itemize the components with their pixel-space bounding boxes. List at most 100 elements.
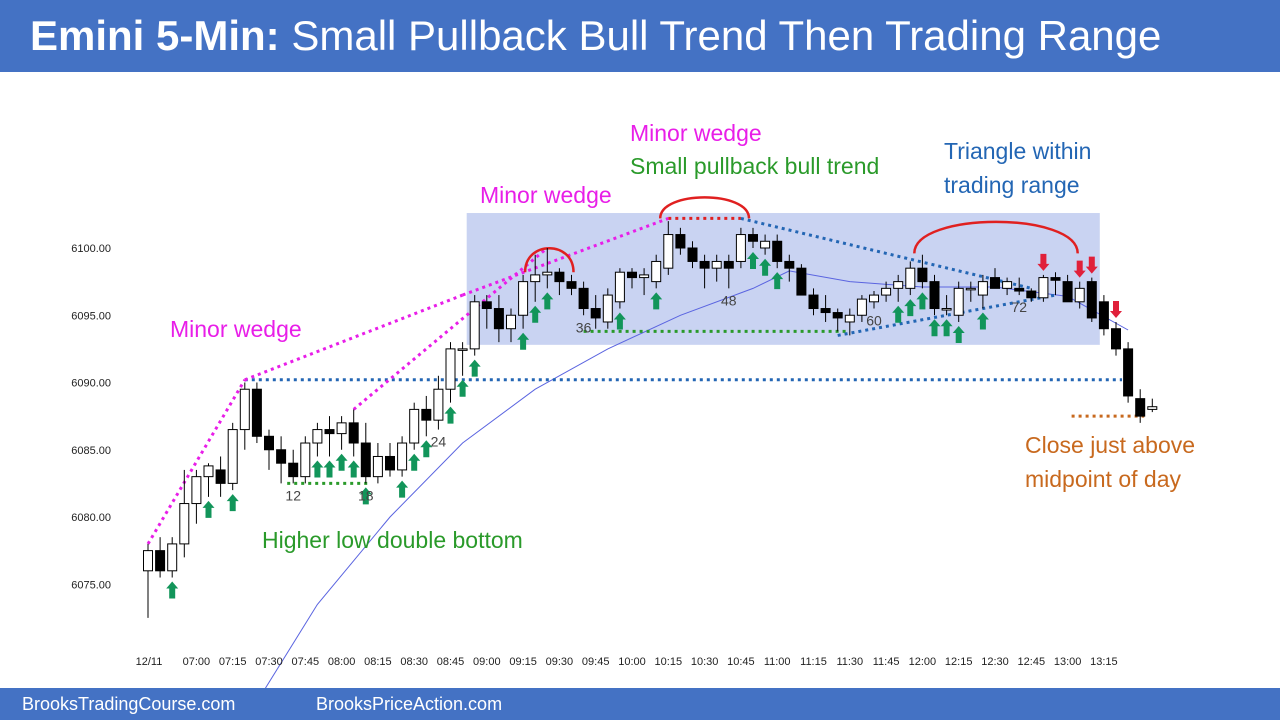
up-arrow-icon-25 bbox=[444, 406, 457, 424]
annotation-lines-layer bbox=[146, 196, 1145, 545]
candle-body-77 bbox=[1074, 287, 1085, 303]
candle-body-17 bbox=[348, 422, 359, 444]
candle-body-7 bbox=[227, 429, 238, 484]
candle-body-79 bbox=[1098, 301, 1109, 330]
footer-link-left[interactable]: BrooksTradingCourse.com bbox=[22, 694, 236, 714]
candle-body-66 bbox=[941, 308, 952, 311]
x-tick-label-7: 08:30 bbox=[400, 656, 428, 668]
candle-body-55 bbox=[808, 294, 819, 310]
candle-body-72 bbox=[1014, 287, 1025, 292]
y-tick-label-5: 6075.00 bbox=[71, 579, 111, 591]
candle-body-12 bbox=[288, 462, 299, 478]
candle-body-4 bbox=[191, 476, 202, 505]
minor-wedge-label-mid: Minor wedge bbox=[480, 182, 612, 208]
bar-number-label-60: 60 bbox=[866, 313, 882, 329]
bar-number-label-24: 24 bbox=[431, 434, 447, 450]
minor-wedge-label-left: Minor wedge bbox=[170, 316, 302, 342]
up-arrow-icon-5 bbox=[202, 500, 215, 518]
candle-body-15 bbox=[324, 429, 335, 435]
up-arrow-icon-66 bbox=[940, 319, 953, 337]
candle-body-71 bbox=[1002, 281, 1013, 289]
candle-body-36 bbox=[578, 287, 589, 310]
candle-body-81 bbox=[1123, 348, 1134, 397]
candle-body-76 bbox=[1062, 281, 1073, 303]
red-arc-right bbox=[913, 220, 1079, 254]
candle-body-43 bbox=[663, 234, 674, 269]
footer-link-right[interactable]: BrooksPriceAction.com bbox=[316, 694, 503, 714]
y-tick-label-4: 6080.00 bbox=[71, 512, 111, 524]
wedge-line-4 bbox=[462, 217, 669, 297]
candle-body-65 bbox=[929, 281, 940, 310]
candle-body-61 bbox=[881, 287, 892, 296]
candle-body-11 bbox=[276, 449, 287, 464]
candle-body-50 bbox=[748, 234, 758, 242]
x-tick-label-20: 11:45 bbox=[873, 656, 900, 668]
candle-body-25 bbox=[445, 348, 456, 390]
candle-body-1 bbox=[155, 550, 166, 572]
minor-wedge-label-top: Minor wedge bbox=[630, 120, 762, 146]
candle-body-24 bbox=[433, 388, 444, 421]
candle-body-59 bbox=[856, 298, 867, 316]
candle-body-82 bbox=[1135, 398, 1146, 417]
up-arrow-icon-15 bbox=[323, 460, 336, 478]
x-tick-label-23: 12:30 bbox=[981, 656, 1009, 668]
candle-body-2 bbox=[167, 543, 178, 572]
candle-body-49 bbox=[735, 234, 746, 262]
up-arrow-icon-7 bbox=[226, 494, 239, 512]
candle-body-56 bbox=[820, 308, 831, 314]
small-pullback-label: Small pullback bull trend bbox=[630, 153, 880, 179]
candle-body-67 bbox=[953, 287, 964, 316]
bar-number-label-12: 12 bbox=[285, 487, 301, 503]
candle-body-62 bbox=[893, 281, 904, 289]
close-label-line1: Close just above bbox=[1025, 432, 1196, 458]
candle-body-8 bbox=[239, 388, 250, 431]
triangle-label-line2: trading range bbox=[944, 172, 1080, 198]
x-tick-label-22: 12:15 bbox=[945, 656, 973, 668]
candle-body-35 bbox=[566, 281, 577, 289]
candle-body-19 bbox=[372, 455, 383, 478]
bar-number-label-48: 48 bbox=[721, 292, 737, 308]
candle-body-45 bbox=[687, 247, 698, 262]
triangle-label-line1: Triangle within bbox=[944, 138, 1092, 164]
candle-body-0 bbox=[143, 550, 153, 572]
x-tick-label-3: 07:30 bbox=[255, 656, 283, 668]
candle-body-9 bbox=[251, 388, 262, 437]
candle-body-13 bbox=[300, 442, 311, 478]
x-tick-label-8: 08:45 bbox=[437, 656, 465, 668]
x-tick-label-4: 07:45 bbox=[292, 656, 320, 668]
x-tick-label-19: 11:30 bbox=[836, 656, 863, 668]
bar-labels-layer: 12 18 24 36 48 60 72 bbox=[285, 292, 1027, 503]
candle-body-42 bbox=[651, 260, 662, 283]
candle-body-31 bbox=[518, 281, 529, 316]
candle-body-44 bbox=[675, 234, 686, 249]
y-tick-label-1: 6095.00 bbox=[71, 310, 111, 322]
y-tick-label-3: 6085.00 bbox=[71, 445, 111, 457]
x-tick-label-1: 07:00 bbox=[183, 656, 211, 668]
up-arrow-icon-17 bbox=[347, 460, 360, 478]
arrows-layer bbox=[166, 252, 1122, 599]
down-arrow-icon-78 bbox=[1085, 256, 1098, 274]
candle-body-16 bbox=[336, 422, 347, 435]
up-arrow-icon-50 bbox=[747, 252, 759, 269]
up-arrow-icon-42 bbox=[650, 292, 663, 310]
candle-body-28 bbox=[481, 301, 492, 310]
candle-body-34 bbox=[554, 271, 565, 283]
candle-body-64 bbox=[917, 267, 928, 283]
x-tick-label-5: 08:00 bbox=[328, 656, 356, 668]
up-arrow-icon-65 bbox=[928, 319, 941, 337]
up-arrow-icon-33 bbox=[541, 292, 554, 310]
up-arrow-icon-22 bbox=[408, 453, 421, 471]
candle-body-75 bbox=[1050, 277, 1061, 281]
candle-body-47 bbox=[711, 260, 722, 269]
candle-body-18 bbox=[360, 442, 371, 478]
candle-body-21 bbox=[397, 442, 408, 471]
candle-body-40 bbox=[627, 271, 637, 279]
up-arrow-icon-67 bbox=[952, 325, 965, 343]
candle-body-23 bbox=[421, 408, 432, 421]
up-arrow-icon-39 bbox=[613, 312, 626, 330]
up-arrow-icon-27 bbox=[468, 359, 481, 377]
x-tick-label-21: 12:00 bbox=[909, 656, 937, 668]
x-tick-label-26: 13:15 bbox=[1090, 656, 1118, 668]
up-arrow-icon-51 bbox=[759, 258, 772, 276]
candle-body-3 bbox=[179, 503, 190, 545]
